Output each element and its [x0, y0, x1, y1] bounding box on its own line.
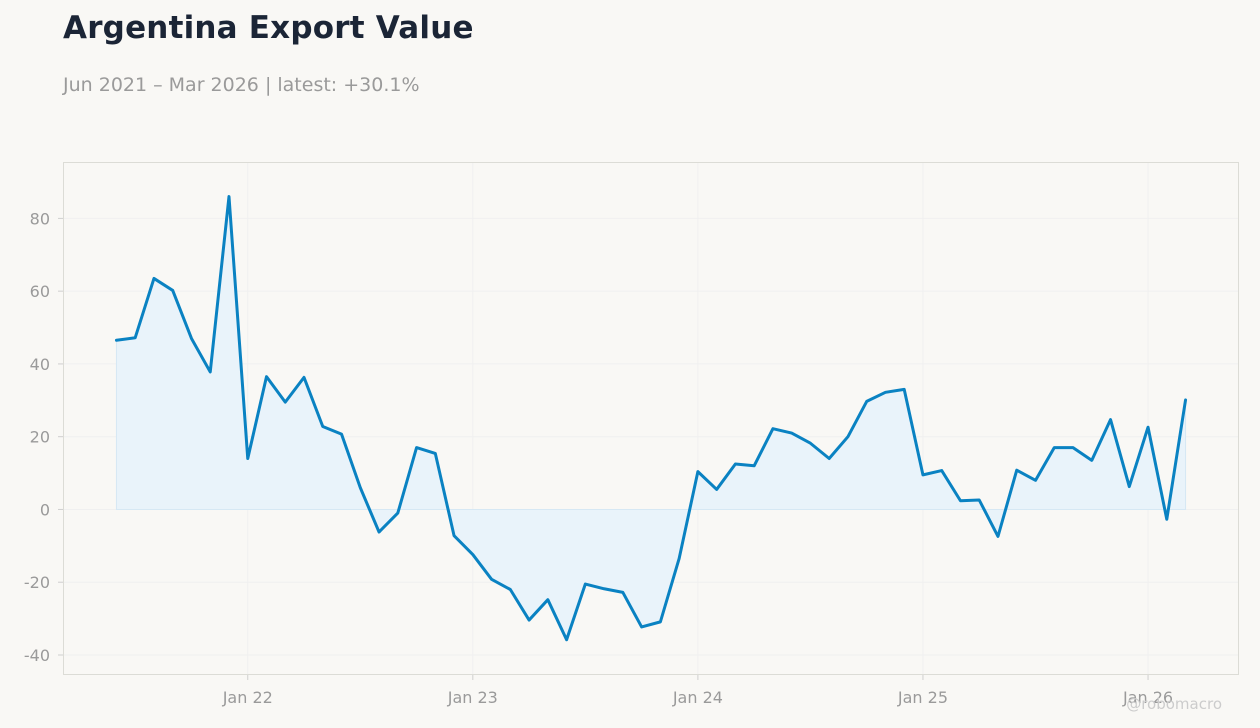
- chart-title: Argentina Export Value: [63, 10, 474, 46]
- y-tick-label: -40: [24, 646, 50, 665]
- series-line: [114, 195, 1188, 642]
- x-tick-label: Jan 22: [222, 688, 273, 707]
- grid: [63, 162, 1239, 675]
- x-tick-label: Jan 25: [897, 688, 948, 707]
- y-tick-label: 80: [30, 209, 50, 228]
- y-tick-label: 40: [30, 355, 50, 374]
- y-tick-label: 60: [30, 282, 50, 301]
- x-tick-label: Jan 23: [447, 688, 498, 707]
- watermark: @robomacro: [1126, 695, 1222, 713]
- x-tick-label: Jan 26: [1122, 688, 1173, 707]
- series-area-fill: [115, 196, 1187, 642]
- y-axis: -40 -20 0 20 40 60 80: [24, 209, 63, 665]
- x-tick-label: Jan 24: [672, 688, 723, 707]
- x-axis: Jan 22 Jan 23 Jan 24 Jan 25 Jan 26: [222, 675, 1173, 707]
- plot-frame: [63, 162, 1239, 675]
- chart-subtitle: Jun 2021 – Mar 2026 | latest: +30.1%: [63, 74, 420, 96]
- y-tick-label: 0: [40, 500, 50, 519]
- y-tick-label: 20: [30, 428, 50, 447]
- y-tick-label: -20: [24, 573, 50, 592]
